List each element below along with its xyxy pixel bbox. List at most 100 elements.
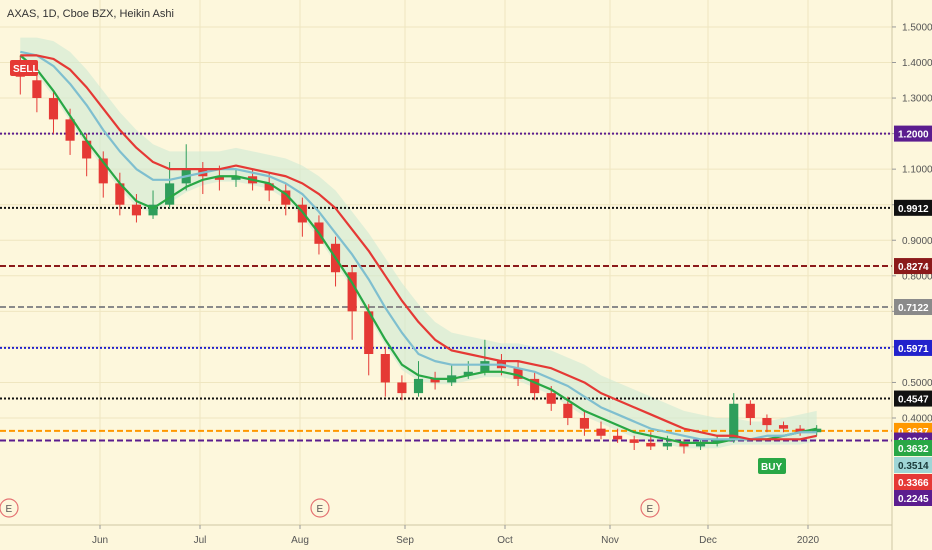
candle (48, 90, 59, 134)
y-tick-label: 0.8000 (902, 271, 932, 282)
event-marker-circle (310, 498, 330, 518)
event-marker-circle (640, 498, 660, 518)
y-tick-label: 1.3000 (902, 94, 932, 105)
candle-body (778, 425, 789, 429)
candle (530, 371, 540, 401)
price-label: 0.3632 (894, 440, 932, 456)
candle-body (679, 442, 689, 447)
candle (98, 151, 108, 198)
candle-body (513, 368, 523, 379)
candle-body (729, 403, 739, 440)
level-label: 0.9912 (894, 199, 932, 216)
candle (729, 393, 739, 443)
candle (148, 190, 158, 219)
candle-body (695, 442, 706, 447)
candle (397, 375, 407, 401)
x-tick-label: 2020 (797, 535, 820, 546)
ma-line-1 (20, 50, 817, 441)
x-tick-label: Dec (699, 535, 717, 546)
candle-body (613, 435, 623, 440)
level-label-box (894, 125, 932, 142)
candle-body (712, 439, 722, 443)
price-labels: 1.2000 0.9912 0.8274 0.7122 0.5971 0.4547 0.36… (894, 125, 932, 506)
candle-body (231, 176, 241, 180)
level-label-box (894, 199, 932, 216)
candle-body (214, 176, 224, 180)
level-label: 1.2000 (894, 125, 932, 142)
sell-signal-text: SELL (13, 64, 39, 75)
candle-body (82, 140, 92, 159)
level-label-text: 0.9912 (898, 204, 929, 215)
ma-line-2 (20, 54, 817, 441)
candle-body (530, 378, 540, 394)
candle-body (165, 183, 175, 205)
candle (430, 371, 440, 390)
event-marker: E (640, 498, 660, 518)
candle (281, 183, 291, 216)
candle (596, 421, 606, 440)
candle-body (131, 204, 142, 216)
candle-body (745, 403, 755, 418)
x-tick-label: Oct (497, 535, 513, 546)
candle (812, 425, 822, 436)
event-marker-text: E (6, 504, 13, 515)
candle-body (596, 428, 606, 436)
buy-signal: BUY (758, 458, 786, 474)
candle-body (264, 183, 274, 191)
candle-body (430, 378, 440, 383)
candle (662, 435, 672, 450)
candle (513, 361, 523, 387)
level-label: 0.7122 (894, 299, 932, 316)
candle (413, 361, 424, 397)
level-label-text: 0.3637 (898, 427, 929, 438)
candle (231, 169, 241, 187)
y-tick-label: 1.5000 (902, 22, 932, 33)
buy-signal-text: BUY (761, 462, 782, 473)
price-label-box (894, 490, 932, 506)
signals: SELL BUY (10, 60, 786, 474)
x-tick-label: Sep (396, 535, 414, 546)
event-marker: E (310, 498, 330, 518)
candle-body (48, 98, 59, 120)
price-label-text: 0.3632 (898, 444, 929, 455)
candle-body (646, 442, 656, 447)
candle-body (812, 428, 822, 433)
candle-body (281, 190, 291, 205)
buy-signal-box (758, 458, 786, 474)
event-marker-text: E (647, 504, 654, 515)
candle-body (65, 119, 75, 141)
y-tick-label: 0.4000 (902, 414, 932, 425)
candle-body (32, 80, 42, 99)
candle (695, 439, 706, 450)
candle (380, 346, 390, 397)
candle (347, 265, 357, 340)
level-label-text: 0.7122 (898, 303, 929, 314)
price-label-box (894, 457, 932, 473)
sell-signal: SELL (10, 60, 39, 76)
candle (745, 400, 755, 426)
candle-body (380, 354, 390, 383)
level-label: 0.4547 (894, 390, 932, 407)
x-tick-label: Jun (92, 535, 108, 546)
candle (679, 439, 689, 454)
price-label-box (894, 440, 932, 456)
candle (795, 425, 805, 436)
candle-body (364, 311, 374, 355)
level-label: 0.8274 (894, 258, 932, 275)
candle (712, 435, 722, 447)
candle-body (115, 183, 125, 205)
ma-line-0 (19, 54, 817, 444)
level-label-text: 1.2000 (898, 130, 929, 141)
candle (364, 304, 374, 376)
candle-body (546, 393, 556, 404)
candle (629, 435, 639, 450)
x-tick-label: Nov (601, 535, 619, 546)
level-label-box (894, 258, 932, 275)
price-label: 0.3366 (894, 474, 932, 490)
candle (579, 410, 589, 436)
candle (115, 172, 125, 216)
level-label-box (894, 339, 932, 356)
